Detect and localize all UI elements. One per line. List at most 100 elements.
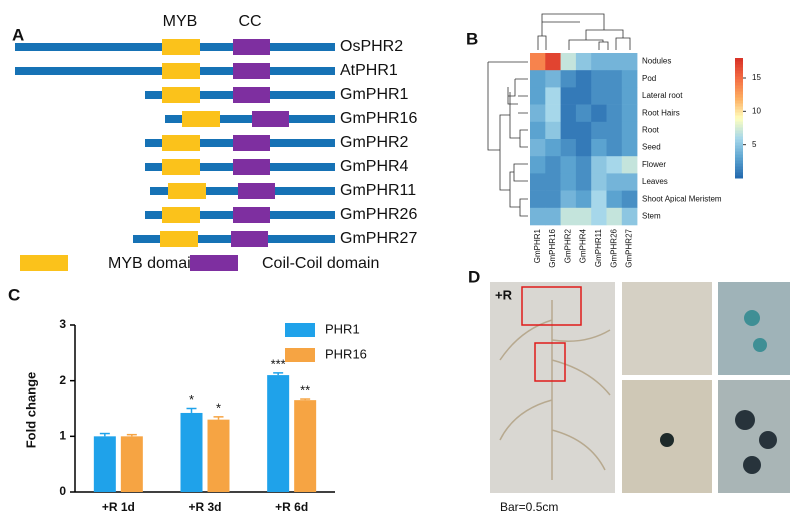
- heatmap-cell: [621, 87, 638, 105]
- nodule: [744, 310, 760, 326]
- heatmap-cell: [591, 156, 607, 174]
- heatmap-cell: [621, 53, 638, 71]
- heatmap-cell: [591, 139, 607, 157]
- colorbar-segment: [735, 121, 743, 125]
- nodule: [753, 338, 767, 352]
- heatmap-cell: [545, 190, 561, 209]
- colorbar-segment: [735, 79, 743, 83]
- heatmap-cell: [560, 173, 577, 191]
- colorbar-segment: [735, 64, 743, 68]
- column-label: GmPHR26: [609, 228, 618, 267]
- cc-domain: [233, 135, 270, 151]
- myb-domain: [162, 207, 200, 223]
- myb-domain: [162, 135, 200, 151]
- heatmap-cell: [545, 121, 561, 140]
- colorbar-segment: [735, 112, 743, 116]
- protein-label: GmPHR16: [340, 110, 417, 127]
- bar: [93, 436, 116, 492]
- inset-photo: [622, 282, 712, 375]
- colorbar-segment: [735, 127, 743, 131]
- inset-photo: [718, 380, 790, 493]
- bar: [267, 375, 290, 492]
- colorbar-label: 5: [752, 140, 757, 149]
- row-label: Pod: [642, 74, 656, 83]
- significance-label: *: [189, 392, 194, 407]
- colorbar-segment: [735, 100, 743, 104]
- cc-domain: [252, 111, 289, 127]
- heatmap-cell: [560, 139, 577, 157]
- dendrogram: [487, 13, 631, 217]
- heatmap-cell: [606, 173, 623, 191]
- colorbar-label: 15: [752, 73, 761, 82]
- column-label: GmPHR27: [625, 228, 634, 267]
- colorbar-segment: [735, 88, 743, 92]
- column-label: GmPHR1: [533, 228, 542, 263]
- protein-label: GmPHR4: [340, 158, 409, 175]
- myb-domain: [162, 63, 200, 79]
- heatmap-cell: [621, 121, 638, 140]
- protein-label: GmPHR26: [340, 206, 417, 223]
- heatmap-cell: [591, 207, 607, 226]
- heatmap-cell: [575, 87, 592, 105]
- y-tick-label: 2: [59, 373, 66, 387]
- legend-label: PHR16: [325, 346, 367, 361]
- heatmap-cell: [545, 104, 561, 123]
- backbone: [165, 115, 335, 123]
- heatmap-cell: [575, 70, 592, 88]
- colorbar-segment: [735, 172, 743, 176]
- scale-note: Bar=0.5cm: [500, 500, 558, 514]
- panel-letter: A: [12, 25, 24, 44]
- myb-domain: [160, 231, 198, 247]
- heatmap-cell: [575, 207, 592, 226]
- colorbar-segment: [735, 94, 743, 98]
- zoom-box: [534, 342, 566, 382]
- protein-label: OsPHR2: [340, 38, 403, 55]
- protein-label: GmPHR1: [340, 86, 409, 103]
- heatmap-cell: [530, 104, 546, 123]
- colorbar-segment: [735, 157, 743, 161]
- heatmap-cell: [606, 207, 623, 226]
- row-label: Lateral root: [642, 91, 683, 100]
- colorbar-segment: [735, 97, 743, 101]
- heatmap-cell: [591, 173, 607, 191]
- y-tick-label: 3: [59, 317, 66, 331]
- colorbar-segment: [735, 85, 743, 89]
- heatmap-cell: [621, 139, 638, 157]
- panel-letter: B: [466, 29, 478, 48]
- heatmap-cell: [545, 139, 561, 157]
- legend-swatch: [20, 255, 68, 271]
- heatmap-cell: [606, 87, 623, 105]
- heatmap-cell: [530, 207, 546, 226]
- heatmap-cell: [606, 70, 623, 88]
- heatmap-cell: [560, 190, 577, 209]
- colorbar-segment: [735, 136, 743, 140]
- cc-domain: [233, 63, 270, 79]
- colorbar-segment: [735, 130, 743, 134]
- x-tick-label: +R 1d: [102, 500, 135, 514]
- heatmap-cell: [575, 173, 592, 191]
- cc-domain: [231, 231, 268, 247]
- heatmap-cell: [591, 190, 607, 209]
- heatmap-cell: [545, 156, 561, 174]
- myb-domain: [182, 111, 220, 127]
- colorbar-segment: [735, 145, 743, 149]
- column-label: GmPHR11: [594, 228, 603, 267]
- heatmap-cell: [606, 53, 623, 71]
- row-label: Nodules: [642, 57, 671, 66]
- cc-domain: [238, 183, 275, 199]
- colorbar-segment: [735, 67, 743, 71]
- colorbar-segment: [735, 139, 743, 143]
- heatmap-cell: [560, 87, 577, 105]
- heatmap-cell: [545, 207, 561, 226]
- legend-label: Coil-Coil domain: [262, 255, 379, 272]
- inset-photo: [718, 282, 790, 375]
- heatmap-cell: [530, 190, 546, 209]
- colorbar-segment: [735, 160, 743, 164]
- heatmap-cell: [621, 190, 638, 209]
- nodule: [735, 410, 755, 430]
- legend-label: PHR1: [325, 321, 360, 336]
- heatmap-cell: [606, 104, 623, 123]
- heatmap-cell: [575, 121, 592, 140]
- header-label: CC: [238, 13, 261, 30]
- heatmap-cell: [560, 53, 577, 71]
